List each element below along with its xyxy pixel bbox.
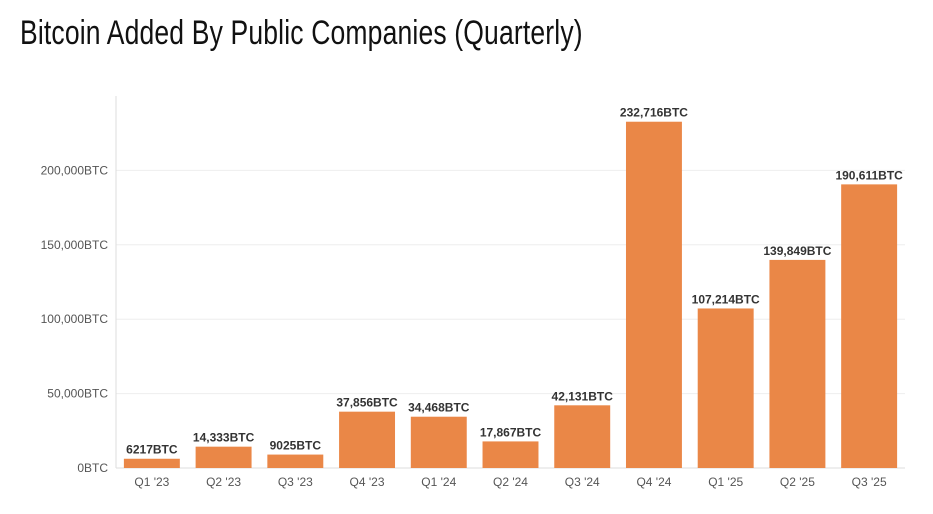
bar — [769, 259, 826, 468]
axes: 0BTC 50,000BTC 100,000BTC 150,000BTC 200,000… — [41, 96, 887, 489]
data-label: 6217BTC — [126, 443, 178, 457]
y-tick-label: 50,000BTC — [47, 387, 108, 401]
bar — [841, 184, 898, 468]
data-label: 139,849BTC — [763, 244, 831, 258]
x-tick-label: Q4 '23 — [350, 475, 385, 489]
bar — [410, 416, 467, 468]
data-label: 14,333BTC — [193, 431, 255, 445]
bar — [195, 446, 252, 468]
x-tick-label: Q3 '24 — [565, 475, 600, 489]
x-tick-label: Q1 '23 — [134, 475, 169, 489]
data-label: 17,867BTC — [480, 425, 542, 439]
data-label: 37,856BTC — [336, 396, 398, 410]
data-labels: 6217BTC 14,333BTC 9025BTC 37,856BTC 34,468BT… — [126, 106, 903, 457]
bar — [625, 121, 682, 468]
bars — [123, 121, 898, 468]
x-tick-label: Q3 '23 — [278, 475, 313, 489]
x-tick-label: Q2 '23 — [206, 475, 241, 489]
data-label: 42,131BTC — [552, 389, 614, 403]
data-label: 232,716BTC — [620, 106, 688, 120]
chart-title: Bitcoin Added By Public Companies (Quart… — [20, 14, 583, 52]
x-tick-label: Q1 '25 — [708, 475, 743, 489]
bar — [123, 458, 180, 468]
data-label: 107,214BTC — [692, 292, 760, 306]
data-label: 34,468BTC — [408, 401, 470, 415]
data-label: 9025BTC — [270, 439, 322, 453]
bar — [554, 405, 611, 468]
y-tick-label: 150,000BTC — [41, 238, 109, 252]
x-tick-label: Q3 '25 — [852, 475, 887, 489]
bar — [697, 308, 754, 468]
bar — [339, 411, 396, 468]
x-tick-label: Q2 '24 — [493, 475, 528, 489]
bar — [482, 441, 539, 468]
bar — [267, 454, 324, 468]
x-tick-label: Q2 '25 — [780, 475, 815, 489]
data-label: 190,611BTC — [835, 168, 903, 182]
x-tick-label: Q4 '24 — [636, 475, 671, 489]
x-tick-label: Q1 '24 — [421, 475, 456, 489]
y-tick-label: 200,000BTC — [41, 163, 109, 177]
y-tick-label: 100,000BTC — [41, 312, 109, 326]
y-tick-label: 0BTC — [77, 461, 108, 475]
